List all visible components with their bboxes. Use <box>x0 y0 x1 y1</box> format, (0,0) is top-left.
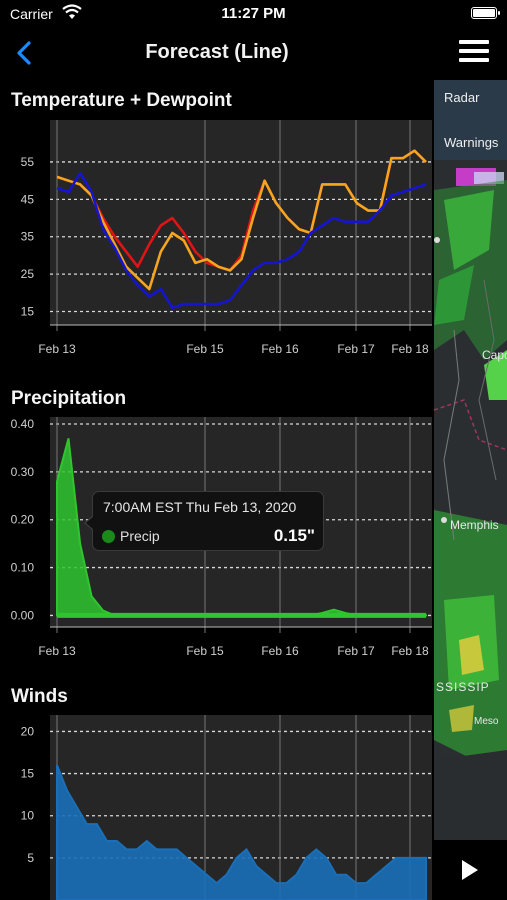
play-icon <box>462 860 478 880</box>
city-label-memphis: Memphis <box>450 518 499 532</box>
wifi-icon <box>62 4 82 25</box>
y-tick-label: 25 <box>21 267 35 281</box>
y-tick-label: 15 <box>21 767 35 781</box>
series-area <box>56 764 427 900</box>
y-tick-label: 0.20 <box>11 513 35 527</box>
x-tick-label: Feb 13 <box>38 342 76 356</box>
chevron-left-icon <box>17 41 31 65</box>
x-tick-label: Feb 18 <box>391 644 429 658</box>
x-tick-label: Feb 15 <box>186 644 224 658</box>
winds-chart[interactable]: 5 10 15 20 <box>0 710 434 900</box>
y-tick-label: 0.40 <box>11 417 35 431</box>
page-title: Forecast (Line) <box>145 41 289 63</box>
x-tick-label: Feb 16 <box>261 342 299 356</box>
y-tick-label: 5 <box>27 851 34 865</box>
forecast-content: Temperature + Dewpoint Precipitation Win… <box>0 80 434 900</box>
chart-tooltip: 7:00AM EST Thu Feb 13, 2020 Precip 0.15" <box>84 491 324 551</box>
section-title-temperature: Temperature + Dewpoint <box>11 90 232 111</box>
city-label-meso: Meso <box>474 716 499 727</box>
radar-map[interactable]: Radar Warnings Capo Memphis SSISSIP Meso <box>434 80 507 840</box>
section-title-winds: Winds <box>11 686 68 707</box>
menu-button[interactable] <box>452 34 496 72</box>
y-tick-label: 0.10 <box>11 561 35 575</box>
status-bar: Carrier 11:27 PM <box>0 0 507 30</box>
x-tick-label: Feb 17 <box>337 342 375 356</box>
y-tick-label: 20 <box>21 724 35 738</box>
section-title-precipitation: Precipitation <box>11 388 127 409</box>
region-label: SSISSIP <box>436 680 490 694</box>
y-tick-label: 15 <box>21 305 35 319</box>
y-tick-label: 0.00 <box>11 608 35 622</box>
radar-label[interactable]: Radar <box>444 90 480 105</box>
city-label-capo: Capo <box>482 348 507 362</box>
y-tick-label: 45 <box>21 192 35 206</box>
radar-map-image <box>434 80 507 840</box>
y-tick-label: 55 <box>21 155 35 169</box>
tooltip-series-label: Precip <box>120 528 160 544</box>
tooltip-value: 0.15" <box>273 526 315 545</box>
play-button[interactable] <box>460 858 480 882</box>
x-tick-label: Feb 18 <box>391 342 429 356</box>
battery-icon <box>471 7 500 19</box>
x-tick-label: Feb 16 <box>261 644 299 658</box>
radar-controls <box>434 840 507 900</box>
y-tick-label: 0.30 <box>11 465 35 479</box>
series-line <box>56 149 427 291</box>
warnings-label[interactable]: Warnings <box>444 135 499 150</box>
temperature-chart[interactable]: 15 25 35 45 55 Feb 13 Feb 15 Feb 16 Feb 17 Feb 18 <box>0 115 434 365</box>
precip-legend-dot <box>102 530 115 543</box>
series-line <box>56 171 427 310</box>
x-tick-label: Feb 13 <box>38 644 76 658</box>
back-button[interactable] <box>8 36 42 70</box>
y-tick-label: 10 <box>21 809 35 823</box>
x-tick-label: Feb 15 <box>186 342 224 356</box>
y-tick-label: 35 <box>21 230 35 244</box>
carrier-label: Carrier <box>10 6 53 22</box>
tooltip-title: 7:00AM EST Thu Feb 13, 2020 <box>103 499 297 515</box>
nav-bar: Forecast (Line) <box>0 30 434 78</box>
clock: 11:27 PM <box>221 5 286 22</box>
x-tick-label: Feb 17 <box>337 644 375 658</box>
